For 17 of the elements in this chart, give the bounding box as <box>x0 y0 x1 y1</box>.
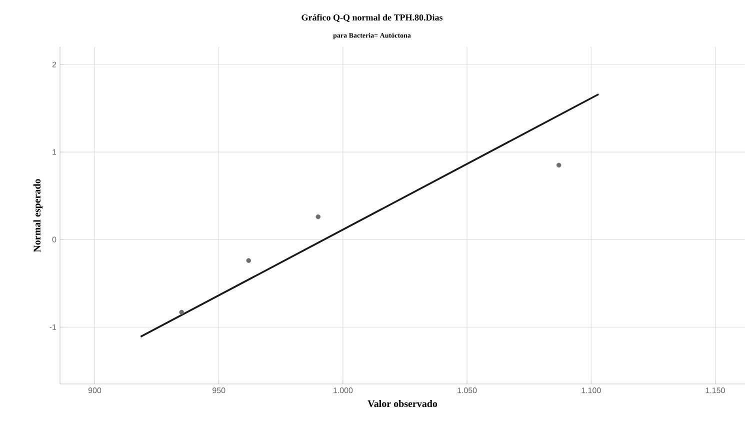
y-tick-label: -1 <box>50 324 56 330</box>
x-tick-label: 1.050 <box>458 388 477 394</box>
point <box>316 214 321 220</box>
chart-title: Gráfico Q-Q normal de TPH.80.Dias <box>302 14 443 22</box>
x-tick-label: 950 <box>212 388 226 394</box>
x-tick-label: 900 <box>88 388 102 394</box>
x-tick-label: 1.150 <box>706 388 725 394</box>
point <box>246 258 252 263</box>
point <box>556 162 562 168</box>
y-tick-label: 0 <box>52 236 56 242</box>
point <box>179 310 184 315</box>
y-tick-label: 1 <box>52 149 56 155</box>
x-tick-label: 1.000 <box>334 388 353 394</box>
x-axis-title: Valor observado <box>368 400 438 408</box>
y-tick-label: 2 <box>52 62 56 68</box>
x-tick-label: 1.100 <box>582 388 601 394</box>
y-axis-title: Normal esperado <box>33 179 43 252</box>
